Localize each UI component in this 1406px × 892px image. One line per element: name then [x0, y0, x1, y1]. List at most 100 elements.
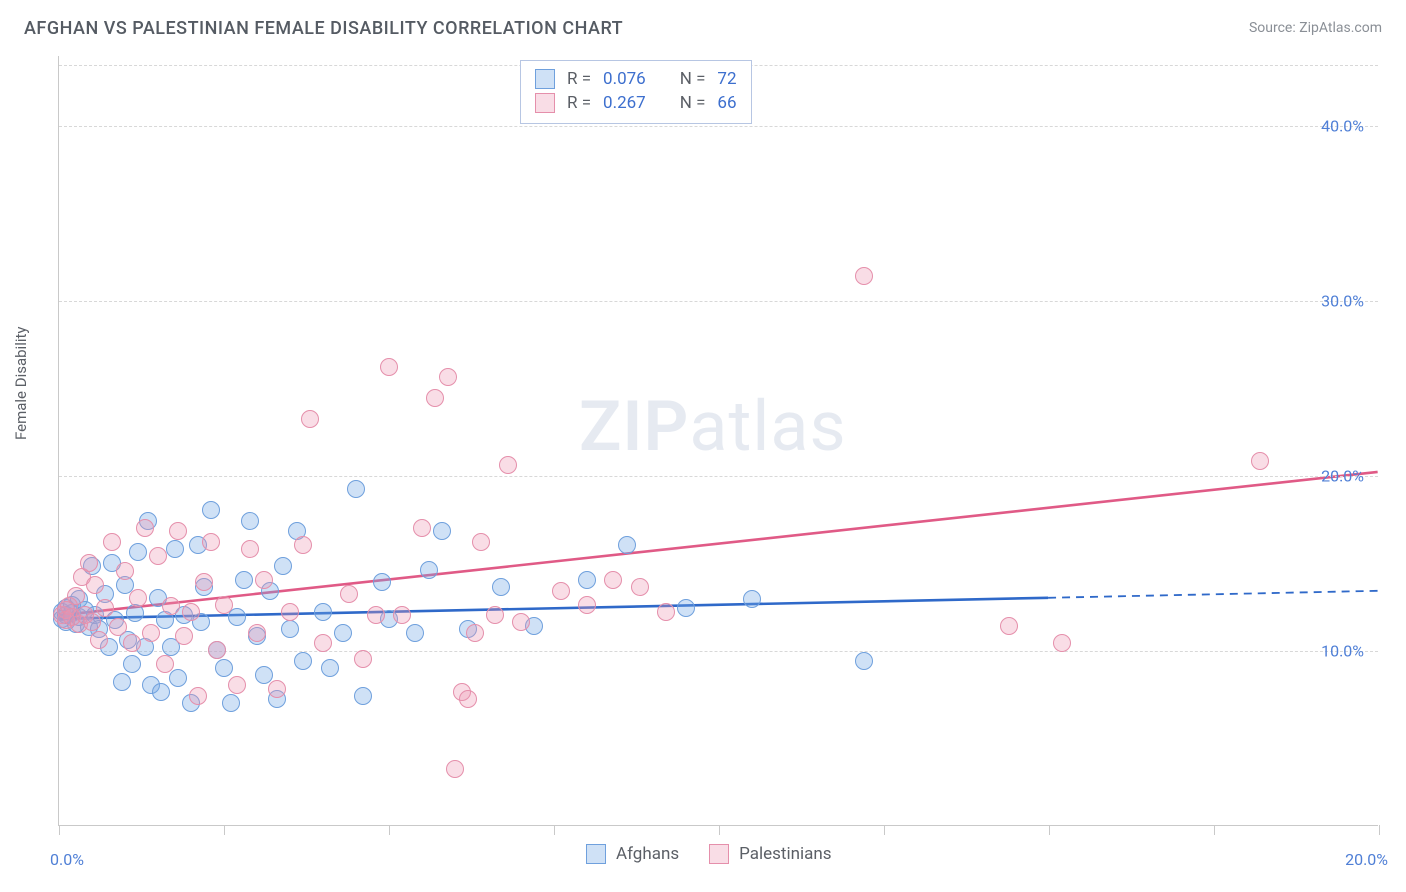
legend-series-label: Afghans: [616, 844, 679, 864]
x-tick: [389, 825, 390, 835]
palestinians-point: [202, 533, 220, 551]
afghans-point: [202, 501, 220, 519]
legend-stats-row: R =0.267N =66: [535, 91, 737, 115]
x-tick: [884, 825, 885, 835]
palestinians-point: [169, 522, 187, 540]
legend-stats-row: R =0.076N =72: [535, 67, 737, 91]
afghans-point: [677, 599, 695, 617]
palestinians-point: [281, 603, 299, 621]
palestinians-point: [657, 603, 675, 621]
palestinians-point: [67, 587, 85, 605]
afghans-point: [373, 573, 391, 591]
palestinians-point: [631, 578, 649, 596]
legend-swatch: [535, 93, 555, 113]
afghans-point: [743, 590, 761, 608]
palestinians-point: [413, 519, 431, 537]
palestinians-point: [268, 680, 286, 698]
watermark: ZIPatlas: [579, 386, 847, 468]
trend-lines: [59, 56, 1378, 825]
palestinians-point: [129, 589, 147, 607]
legend-r-label: R =: [567, 93, 591, 113]
legend-r-value: 0.076: [603, 69, 646, 89]
palestinians-point: [340, 585, 358, 603]
palestinians-point: [552, 582, 570, 600]
afghans-point: [235, 571, 253, 589]
palestinians-point: [301, 410, 319, 428]
palestinians-point: [255, 571, 273, 589]
palestinians-point: [103, 533, 121, 551]
x-axis-max-label: 20.0%: [1345, 850, 1388, 869]
watermark-atlas: atlas: [689, 386, 846, 468]
afghans-point: [420, 561, 438, 579]
palestinians-point: [189, 687, 207, 705]
palestinians-point: [446, 760, 464, 778]
x-tick: [1049, 825, 1050, 835]
palestinians-point: [439, 368, 457, 386]
y-tick-label: 30.0%: [1321, 292, 1364, 311]
plot-area: ZIPatlas 10.0%20.0%30.0%40.0%: [58, 56, 1378, 826]
legend-swatch: [709, 844, 729, 864]
correlation-chart: AFGHAN VS PALESTINIAN FEMALE DISABILITY …: [0, 0, 1406, 892]
y-tick-label: 40.0%: [1321, 117, 1364, 136]
palestinians-point: [80, 554, 98, 572]
chart-title: AFGHAN VS PALESTINIAN FEMALE DISABILITY …: [24, 18, 623, 39]
palestinians-point: [175, 627, 193, 645]
palestinians-point: [208, 641, 226, 659]
palestinians-point: [393, 606, 411, 624]
afghans-point: [129, 543, 147, 561]
legend-series-item: Afghans: [586, 844, 679, 864]
legend-n-value: 72: [717, 69, 736, 89]
legend-series-item: Palestinians: [709, 844, 831, 864]
x-tick: [224, 825, 225, 835]
palestinians-point: [195, 573, 213, 591]
palestinians-point: [215, 596, 233, 614]
palestinians-point: [156, 655, 174, 673]
palestinians-point: [96, 599, 114, 617]
afghans-point: [492, 578, 510, 596]
afghans-point: [314, 603, 332, 621]
palestinians-point: [1251, 452, 1269, 470]
y-tick-label: 20.0%: [1321, 467, 1364, 486]
x-tick: [1214, 825, 1215, 835]
legend-n-value: 66: [717, 93, 736, 113]
afghans-point: [274, 557, 292, 575]
afghans-point: [354, 687, 372, 705]
palestinians-point: [472, 533, 490, 551]
x-tick: [1379, 825, 1380, 835]
palestinians-point: [354, 650, 372, 668]
palestinians-point: [90, 631, 108, 649]
gridline-h: [59, 126, 1378, 127]
watermark-zip: ZIP: [579, 386, 689, 468]
palestinians-point: [86, 576, 104, 594]
palestinians-point: [142, 624, 160, 642]
afghans-point: [334, 624, 352, 642]
afghans-point: [166, 540, 184, 558]
source-label: Source: ZipAtlas.com: [1249, 20, 1382, 36]
palestinians-point: [578, 596, 596, 614]
afghans-point: [618, 536, 636, 554]
palestinians-point: [228, 676, 246, 694]
palestinians-point: [149, 547, 167, 565]
palestinians-point: [162, 597, 180, 615]
trend-line: [1048, 591, 1378, 598]
palestinians-point: [116, 562, 134, 580]
legend-stats: R = 0.076 N = 72R =0.267N =66: [520, 60, 752, 124]
gridline-h: [59, 476, 1378, 477]
x-tick: [719, 825, 720, 835]
x-axis-min-label: 0.0%: [50, 850, 84, 869]
afghans-point: [241, 512, 259, 530]
palestinians-point: [604, 571, 622, 589]
afghans-point: [126, 604, 144, 622]
palestinians-point: [1000, 617, 1018, 635]
palestinians-point: [248, 624, 266, 642]
afghans-point: [294, 652, 312, 670]
afghans-point: [169, 669, 187, 687]
palestinians-point: [294, 536, 312, 554]
palestinians-point: [380, 358, 398, 376]
palestinians-point: [314, 634, 332, 652]
afghans-point: [123, 655, 141, 673]
palestinians-point: [123, 634, 141, 652]
legend-series-label: Palestinians: [739, 844, 831, 864]
legend-n-label: N =: [680, 69, 706, 89]
afghans-point: [321, 659, 339, 677]
